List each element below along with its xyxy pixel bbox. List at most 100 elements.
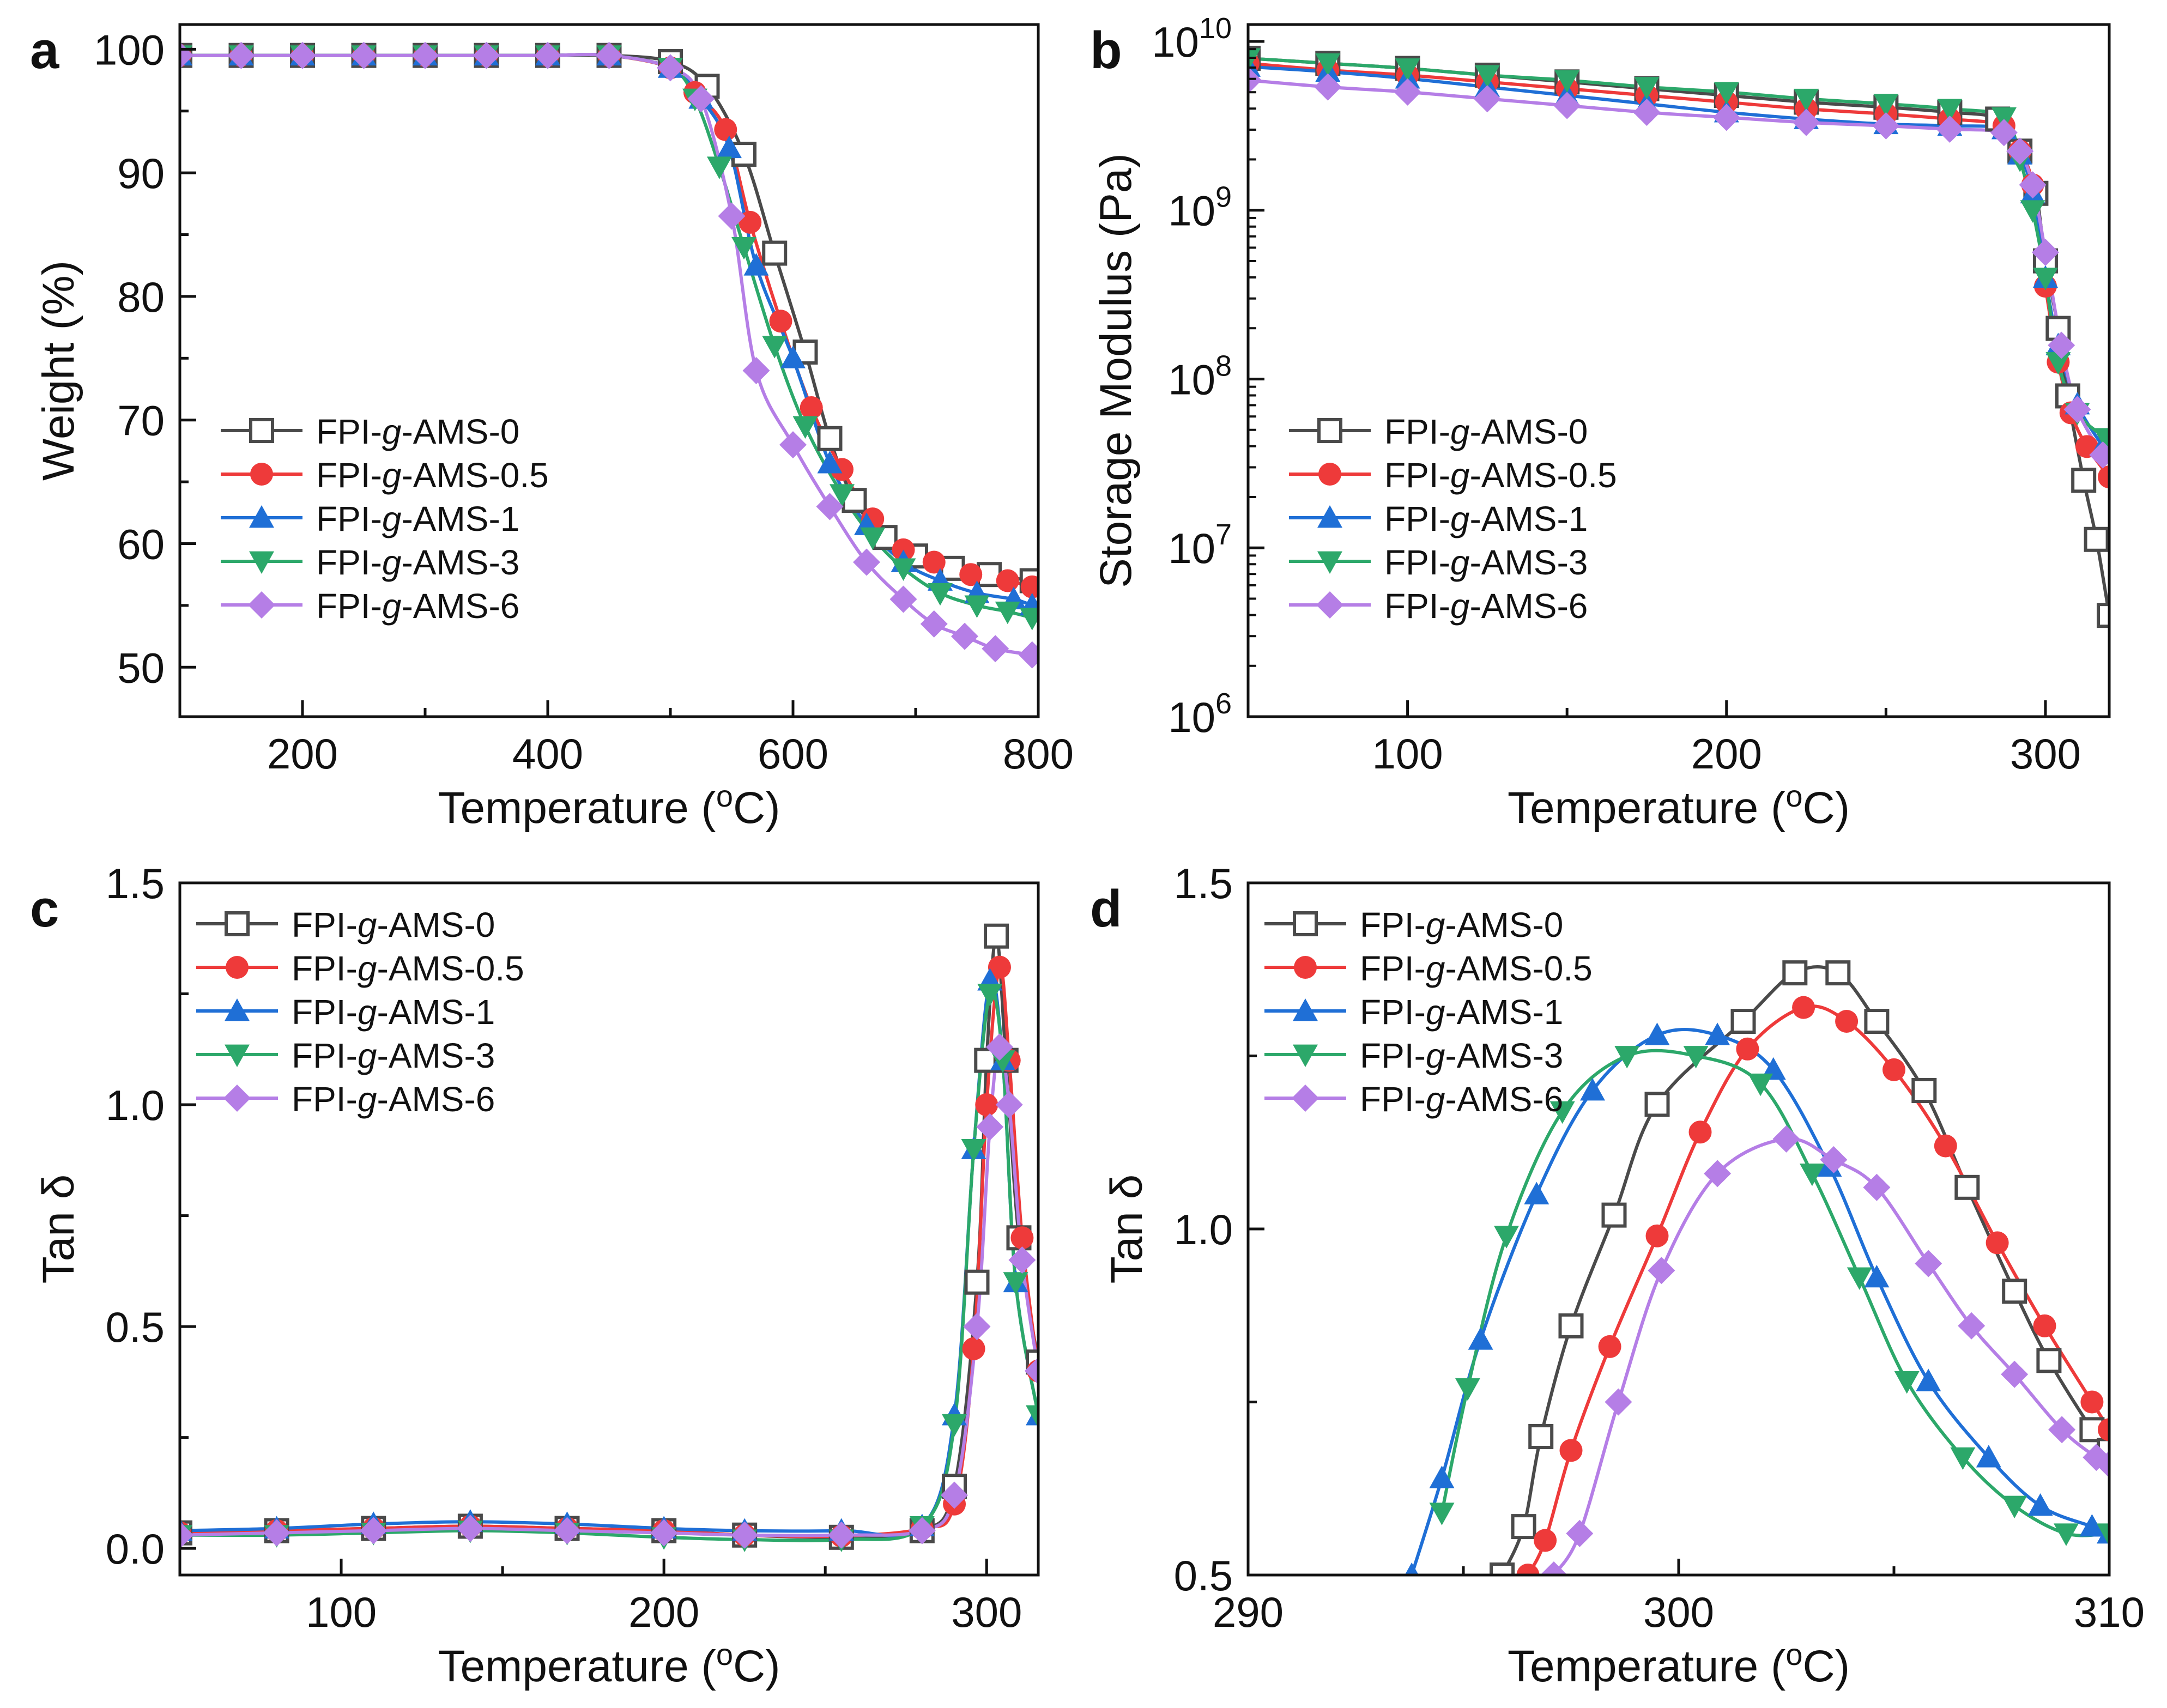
panel-c-point-1-12 bbox=[988, 955, 1011, 979]
panel-a-series-line-1 bbox=[180, 53, 1033, 589]
panel-a-legend-marker-1 bbox=[250, 463, 273, 486]
panel-b-point-4-5 bbox=[1633, 99, 1661, 126]
panel-a-point-4-12 bbox=[779, 431, 807, 459]
panel-d-point-0-12 bbox=[2002, 1279, 2027, 1304]
panel-a-point-2-10 bbox=[717, 135, 742, 159]
panel-a-x-tick-label-0: 200 bbox=[267, 730, 338, 778]
panel-c-x-tick-label-1: 200 bbox=[628, 1588, 699, 1636]
panel-c-point-1-14 bbox=[1010, 1226, 1034, 1250]
panel-a-legend: FPI-g-AMS-0 FPI-g-AMS-0.5 FPI-g-AMS-1 FPI-g… bbox=[221, 412, 549, 626]
panel-a-series-line-3 bbox=[180, 53, 1033, 620]
panel-a-point-3-18 bbox=[964, 595, 990, 618]
panel-d-point-0-8 bbox=[1825, 960, 1851, 986]
panel-d-point-3-3 bbox=[1549, 1101, 1575, 1124]
panel-a-y-tick-label-0: 50 bbox=[117, 644, 165, 692]
panel-d-point-0-1 bbox=[1511, 1514, 1536, 1540]
panel-c-point-4-3 bbox=[456, 1515, 484, 1542]
panel-b-point-4-12 bbox=[2019, 171, 2047, 199]
panel-b-point-3-7 bbox=[1794, 88, 1819, 112]
panel-a-point-4-5 bbox=[473, 41, 500, 69]
panel-d-point-0-11 bbox=[1954, 1174, 1980, 1200]
panel-c-point-4-7 bbox=[827, 1521, 855, 1549]
panel-a-legend-label-4: FPI-g-AMS-6 bbox=[316, 586, 519, 626]
panel-d-point-2-12 bbox=[2027, 1493, 2053, 1516]
panel-c-legend-label-2: FPI-g-AMS-1 bbox=[292, 992, 495, 1032]
panel-a-x-tick-label-1: 400 bbox=[512, 730, 583, 778]
panel-d-point-0-4 bbox=[1601, 1202, 1627, 1228]
panel-c-point-4-9 bbox=[941, 1481, 969, 1509]
panel-b-point-4-4 bbox=[1553, 92, 1581, 119]
panel-d-point-1-9 bbox=[1882, 1058, 1905, 1081]
panel-d-point-3-5 bbox=[1683, 1046, 1709, 1069]
panel-c-point-4-2 bbox=[360, 1517, 388, 1545]
panel-a-point-4-15 bbox=[889, 585, 917, 613]
panel-d-point-3-13 bbox=[2097, 1523, 2109, 1546]
panel-a-series-area bbox=[180, 41, 1038, 669]
panel-a-y-axis-label: Weight (%) bbox=[34, 261, 83, 481]
panel-d-point-2-6 bbox=[1705, 1022, 1730, 1045]
panel-c-legend: FPI-g-AMS-0 FPI-g-AMS-0.5 FPI-g-AMS-1 FPI-g… bbox=[196, 905, 524, 1119]
panel-d-legend-label-4: FPI-g-AMS-6 bbox=[1360, 1080, 1563, 1119]
panel-a-point-3-20 bbox=[1019, 608, 1038, 631]
panel-d-y-tick-label-0: 0.5 bbox=[1174, 1552, 1233, 1600]
panel-d-point-4-9 bbox=[1958, 1312, 1986, 1340]
panel-c-legend-marker-2 bbox=[225, 998, 250, 1021]
panel-b-point-4-16 bbox=[2089, 441, 2109, 469]
panel-d-point-3-4 bbox=[1614, 1046, 1640, 1069]
panel-d-point-1-3 bbox=[1598, 1335, 1621, 1358]
panel-a-point-4-18 bbox=[982, 635, 1009, 663]
panel-d-point-4-5 bbox=[1772, 1125, 1800, 1153]
panel-a-point-4-10 bbox=[718, 202, 746, 230]
panel-a-y-tick-label-1: 60 bbox=[117, 520, 165, 568]
panel-a-point-4-16 bbox=[920, 610, 948, 638]
panel-d-point-2-2 bbox=[1468, 1327, 1493, 1350]
panel-a-point-4-14 bbox=[853, 548, 880, 576]
panel-a-point-1-10 bbox=[714, 118, 737, 141]
panel-d-x-tick-label-1: 300 bbox=[1643, 1588, 1714, 1636]
panel-b-legend-label-1: FPI-g-AMS-0.5 bbox=[1384, 456, 1617, 495]
panel-a-legend-marker-4 bbox=[248, 591, 275, 619]
panel-c-point-4-8 bbox=[908, 1517, 936, 1545]
panel-d-point-0-3 bbox=[1558, 1313, 1584, 1338]
panel-d-point-3-8 bbox=[1847, 1267, 1872, 1290]
panel-b-y-tick-label-0: 106 bbox=[1168, 687, 1232, 741]
panel-d-point-1-13 bbox=[2080, 1390, 2104, 1414]
panel-a-legend-label-0: FPI-g-AMS-0 bbox=[316, 412, 519, 451]
panel-b-point-1-17 bbox=[2098, 465, 2109, 489]
panel-d-point-4-10 bbox=[2001, 1360, 2029, 1388]
panel-a-point-4-6 bbox=[534, 41, 561, 69]
panel-a-legend-label-2: FPI-g-AMS-1 bbox=[316, 499, 519, 538]
panel-a-point-3-13 bbox=[792, 416, 818, 439]
panel-c-point-4-10 bbox=[963, 1313, 991, 1341]
panel-b-point-4-10 bbox=[1990, 119, 2018, 147]
panel-d-x-tick-label-0: 290 bbox=[1213, 1588, 1284, 1636]
panel-c-y-tick-label-2: 1.0 bbox=[106, 1081, 165, 1129]
panel-c-point-4-13 bbox=[995, 1091, 1023, 1119]
panel-c-point-4-14 bbox=[1008, 1246, 1036, 1274]
panel-d-point-0-9 bbox=[1864, 1009, 1890, 1034]
panel-d-point-2-3 bbox=[1524, 1182, 1549, 1204]
panel-d-point-4-13 bbox=[2096, 1450, 2109, 1478]
panel-d-point-4-7 bbox=[1863, 1173, 1891, 1201]
panel-d-point-3-12 bbox=[2054, 1523, 2079, 1546]
panel-d-point-0-6 bbox=[1730, 1009, 1756, 1034]
panel-c-point-4-12 bbox=[985, 1033, 1013, 1061]
panel-d-series-line-3 bbox=[1440, 1049, 2109, 1537]
panel-a-point-4-11 bbox=[742, 357, 770, 384]
panel-b-point-4-14 bbox=[2048, 331, 2075, 359]
panel-b-x-tick-label-1: 200 bbox=[1691, 730, 1762, 778]
panel-c-axes-frame bbox=[178, 881, 1040, 1577]
panel-a-point-2-12 bbox=[780, 346, 806, 368]
panel-a-point-1-18 bbox=[959, 563, 983, 586]
panel-a-point-1-13 bbox=[800, 396, 823, 420]
panel-c-series-line-4 bbox=[180, 1045, 1038, 1537]
panel-c-legend-marker-3 bbox=[225, 1044, 250, 1067]
panel-b-legend-marker-0 bbox=[1317, 418, 1342, 443]
panel-a-point-4-2 bbox=[289, 41, 316, 69]
panel-c-legend-marker-4 bbox=[223, 1085, 251, 1112]
panel-d-point-1-1 bbox=[1534, 1529, 1557, 1552]
panel-a-point-4-1 bbox=[227, 41, 255, 69]
panel-a-letter: a bbox=[30, 21, 59, 80]
panel-c-y-tick-label-0: 0.0 bbox=[106, 1525, 165, 1573]
